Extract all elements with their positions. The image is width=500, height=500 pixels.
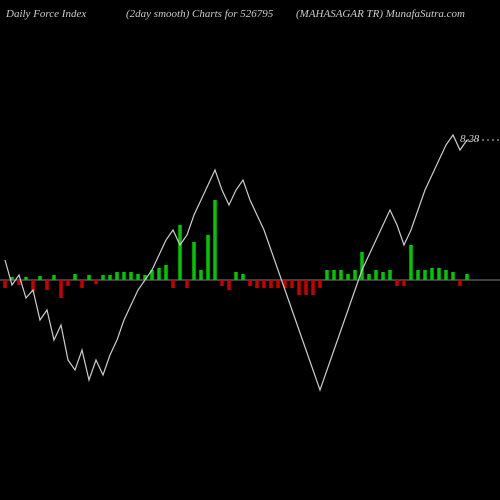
title-right: (MAHASAGAR TR) MunafaSutra.com: [296, 8, 465, 20]
chart-area: [0, 30, 500, 490]
chart-svg: [0, 30, 500, 490]
chart-container: Daily Force Index (2day smooth) Charts f…: [0, 0, 500, 500]
title-mid: (2day smooth) Charts for 526795: [126, 8, 296, 20]
right-value-label: 8.28: [460, 133, 479, 145]
title-left: Daily Force Index: [6, 8, 126, 20]
chart-header: Daily Force Index (2day smooth) Charts f…: [0, 8, 500, 20]
